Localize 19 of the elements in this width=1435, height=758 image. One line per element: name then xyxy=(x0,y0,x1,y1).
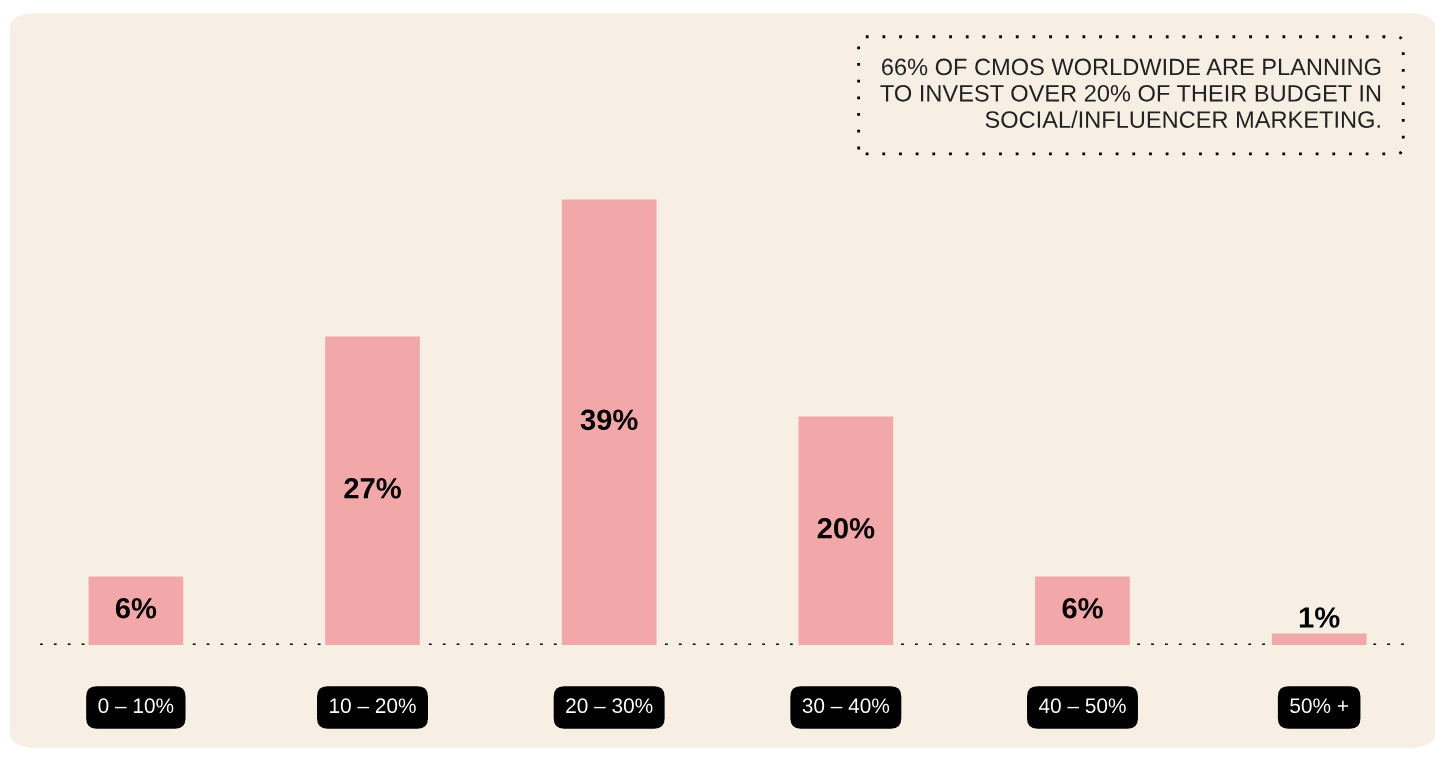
text: 66% OF CMOS WORLDWIDE ARE PLANNING TO INVEST OVER 20% OF THEIR BUDGET IN SOCIAL/INFLUENCER MARKETING. xyxy=(880,58,1381,128)
x-tick-label: 30 – 40% xyxy=(802,698,890,714)
bar xyxy=(1271,633,1367,645)
x-tick-label: 20 – 30% xyxy=(566,698,653,714)
x-tick-label: 50% + xyxy=(1290,698,1348,714)
x-tick-label: 0 – 10% xyxy=(98,698,174,714)
bar xyxy=(1035,576,1130,645)
x-tick-label: 40 – 50% xyxy=(1038,698,1126,714)
data-label: 6% xyxy=(115,597,157,619)
bar xyxy=(88,576,184,645)
bar xyxy=(561,199,657,645)
bar xyxy=(325,336,420,645)
data-label: 6% xyxy=(1062,597,1103,619)
data-label: 20% xyxy=(817,517,875,539)
data-label: 1% xyxy=(1299,607,1340,628)
data-label: 39% xyxy=(580,409,638,431)
data-label: 27% xyxy=(344,477,401,499)
bar xyxy=(798,416,894,645)
x-tick-label: 10 – 20% xyxy=(330,698,416,714)
